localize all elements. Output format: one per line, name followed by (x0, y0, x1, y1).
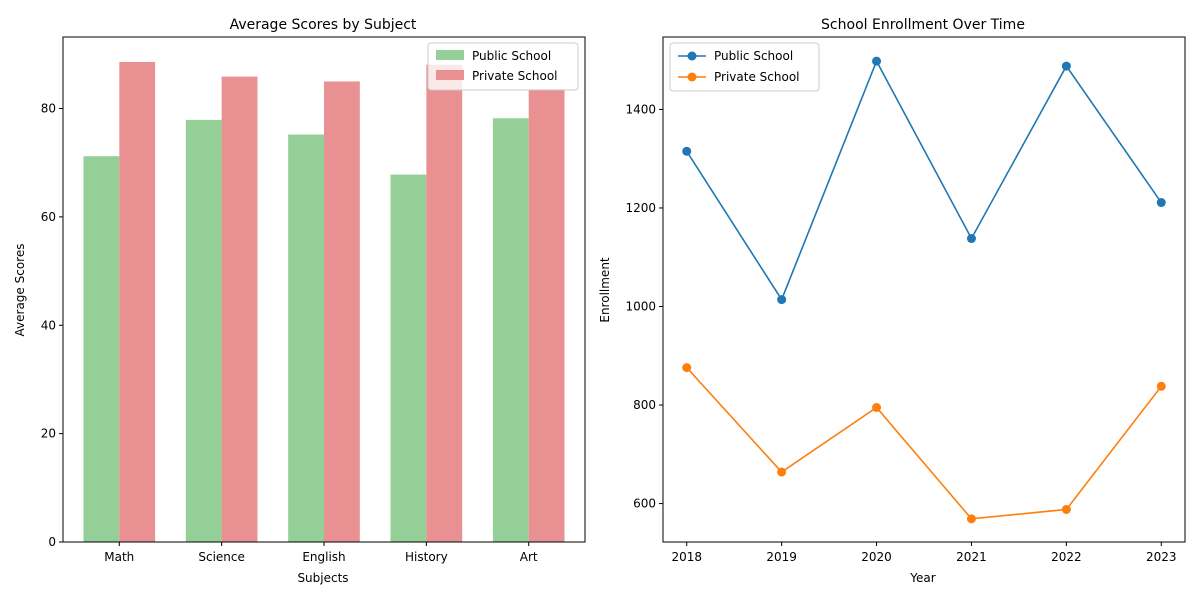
legend: Public School Private School (427, 42, 579, 91)
x-tick-label: 2018 (671, 550, 702, 564)
bar-chart: Average Scores by Subject 0 20 40 60 80 Math… (13, 17, 586, 585)
legend-frame (669, 42, 820, 92)
bar-public-school-math (83, 156, 120, 543)
x-axis-label: Year (909, 571, 935, 585)
point-public-school-2018 (682, 146, 692, 156)
chart-title: Average Scores by Subject (230, 17, 417, 33)
x-tick-label: English (302, 550, 345, 564)
y-tick-label: 1400 (625, 102, 656, 116)
x-axis-label: Subjects (297, 571, 348, 585)
x-tick-label: 2020 (861, 550, 892, 564)
legend-label: Private School (472, 69, 558, 83)
x-tick-label: Science (198, 550, 245, 564)
chart-title: School Enrollment Over Time (821, 17, 1025, 33)
bar-private-school-math (119, 61, 156, 542)
bar-private-school-art (528, 89, 565, 543)
y-tick-label: 800 (633, 398, 656, 412)
point-private-school-2018 (682, 363, 692, 373)
bar-public-school-art (492, 118, 529, 542)
point-private-school-2023 (1156, 381, 1166, 391)
bar-public-school-history (390, 174, 427, 542)
bar-public-school-english (288, 134, 324, 542)
bar-private-school-history (426, 64, 463, 542)
point-public-school-2023 (1156, 198, 1166, 208)
legend-marker (687, 51, 697, 61)
plot-frame (62, 36, 586, 543)
x-tick-label: 2022 (1051, 550, 1082, 564)
point-public-school-2022 (1061, 61, 1071, 71)
x-tick-label: Art (520, 550, 538, 564)
plot-frame (662, 36, 1186, 543)
point-public-school-2021 (966, 234, 976, 244)
legend-label: Public School (472, 49, 551, 63)
legend: Public School Private School (669, 42, 820, 92)
point-private-school-2020 (872, 402, 882, 412)
bar-public-school-science (185, 119, 222, 543)
bar-private-school-english (324, 81, 360, 542)
legend-marker (687, 72, 697, 82)
point-public-school-2019 (777, 295, 787, 305)
legend-swatch (436, 70, 464, 80)
line-chart: School Enrollment Over Time 600 800 1000 12… (598, 17, 1186, 585)
bar-private-school-science (221, 76, 258, 542)
y-axis-label: Average Scores (13, 244, 27, 337)
y-tick-label: 60 (41, 210, 56, 224)
point-private-school-2021 (966, 514, 976, 524)
legend-label: Private School (714, 70, 800, 84)
y-tick-label: 0 (48, 535, 56, 549)
y-axis-label: Enrollment (598, 257, 612, 323)
point-private-school-2022 (1061, 504, 1071, 514)
line-private-school (686, 367, 1162, 520)
legend-frame (427, 42, 579, 91)
y-tick-label: 1200 (625, 201, 656, 215)
x-tick-label: History (405, 550, 448, 564)
x-tick-label: Math (104, 550, 134, 564)
x-tick-label: 2019 (766, 550, 797, 564)
legend-label: Public School (714, 49, 793, 63)
line-public-school (686, 59, 1162, 302)
x-tick-label: 2023 (1146, 550, 1177, 564)
y-tick-label: 20 (41, 427, 56, 441)
y-tick-label: 80 (41, 102, 56, 116)
point-private-school-2019 (777, 467, 787, 477)
y-tick-label: 1000 (625, 299, 656, 313)
y-tick-label: 40 (41, 318, 56, 332)
x-tick-label: 2021 (956, 550, 987, 564)
point-public-school-2020 (872, 56, 882, 66)
legend-swatch (436, 50, 464, 60)
y-tick-label: 600 (633, 497, 656, 511)
